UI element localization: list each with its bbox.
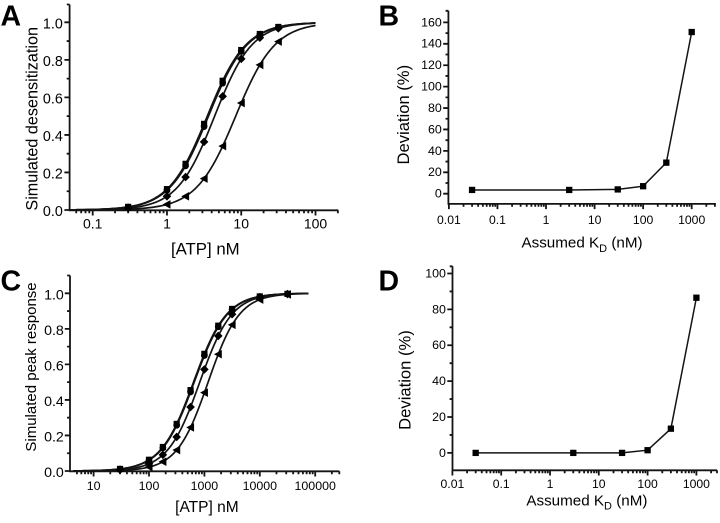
svg-text:1.0: 1.0 [43,16,63,32]
svg-text:0.1: 0.1 [493,477,510,491]
svg-text:10: 10 [87,479,101,493]
svg-text:1: 1 [543,213,550,227]
svg-text:1000: 1000 [191,479,219,493]
svg-text:0.4: 0.4 [43,129,63,145]
svg-text:100000: 100000 [295,479,336,493]
svg-text:Simulated peak response: Simulated peak response [23,282,40,451]
svg-text:0: 0 [435,187,442,201]
svg-text:60: 60 [432,338,446,352]
svg-text:B: B [379,1,400,33]
svg-text:1000: 1000 [683,477,710,491]
svg-text:20: 20 [432,410,446,424]
svg-text:120: 120 [421,58,442,72]
svg-text:0.1: 0.1 [489,213,506,227]
svg-text:A: A [1,1,22,33]
svg-text:0.2: 0.2 [43,167,63,183]
svg-text:10000: 10000 [243,479,278,493]
svg-text:0.01: 0.01 [437,213,461,227]
svg-text:20: 20 [428,165,442,179]
svg-text:0.01: 0.01 [441,477,465,491]
svg-text:10: 10 [588,213,602,227]
svg-text:100: 100 [633,213,654,227]
svg-text:Simulated desensitization: Simulated desensitization [23,27,41,211]
svg-text:0.4: 0.4 [44,394,64,410]
svg-text:0.0: 0.0 [44,465,64,481]
svg-text:100: 100 [139,479,160,493]
svg-text:0.0: 0.0 [43,204,63,220]
svg-text:[ATP] nM: [ATP] nM [171,239,240,258]
svg-text:80: 80 [432,302,446,316]
svg-text:40: 40 [428,144,442,158]
svg-text:100: 100 [425,266,446,280]
svg-text:0.6: 0.6 [44,358,64,374]
svg-text:160: 160 [421,15,442,29]
svg-text:100: 100 [304,215,328,231]
svg-text:1: 1 [547,477,554,491]
svg-text:0.2: 0.2 [44,430,64,446]
svg-text:10: 10 [592,477,606,491]
svg-text:40: 40 [432,374,446,388]
svg-text:1: 1 [163,215,171,231]
svg-text:C: C [1,266,22,298]
svg-text:100: 100 [421,80,442,94]
svg-text:60: 60 [428,122,442,136]
svg-text:Deviation (%): Deviation (%) [394,65,413,165]
svg-text:0.1: 0.1 [83,215,103,231]
svg-text:0.6: 0.6 [43,91,63,107]
svg-text:1000: 1000 [678,213,705,227]
svg-text:0.8: 0.8 [44,323,64,339]
svg-text:10: 10 [233,215,249,231]
svg-text:1.0: 1.0 [44,287,64,303]
svg-text:0: 0 [439,446,446,460]
svg-text:80: 80 [428,101,442,115]
svg-text:0.8: 0.8 [43,54,63,70]
svg-text:Assumed KD (nM): Assumed KD (nM) [521,235,642,255]
svg-text:Deviation (%): Deviation (%) [395,330,414,430]
svg-text:Assumed KD (nM): Assumed KD (nM) [526,492,647,512]
svg-text:100: 100 [637,477,658,491]
svg-text:[ATP] nM: [ATP] nM [175,499,238,516]
svg-text:D: D [379,266,400,298]
svg-text:140: 140 [421,37,442,51]
